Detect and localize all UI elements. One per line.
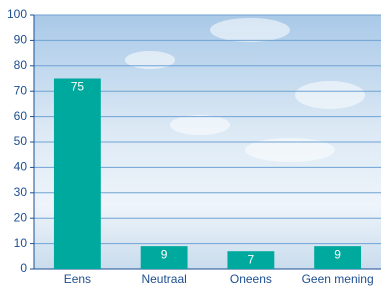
value-label: 9 <box>334 247 341 261</box>
y-tick-label: 80 <box>14 58 28 72</box>
value-label: 7 <box>248 252 255 266</box>
value-label: 9 <box>161 247 168 261</box>
x-tick-label: Eens <box>64 272 91 286</box>
page: {"chart_data": {"type": "bar", "categori… <box>0 0 381 286</box>
y-tick-label: 100 <box>7 7 27 21</box>
y-tick-label: 0 <box>20 261 27 275</box>
x-tick-label: Oneens <box>230 272 272 286</box>
y-tick-label: 10 <box>14 236 28 250</box>
value-label: 75 <box>71 80 85 94</box>
y-tick-label: 20 <box>14 210 28 224</box>
y-tick-label: 60 <box>14 109 28 123</box>
y-tick-label: 30 <box>14 185 28 199</box>
chart: 0 10 20 30 40 50 60 70 80 90 100 Eens 75 Neutraal 9 One… <box>0 0 381 286</box>
y-tick-label: 90 <box>14 33 28 47</box>
bar <box>54 79 101 270</box>
x-tick-label: Geen mening <box>302 272 374 286</box>
y-tick-label: 50 <box>14 134 28 148</box>
x-tick-label: Neutraal <box>141 272 186 286</box>
y-tick-label: 40 <box>14 160 28 174</box>
y-tick-label: 70 <box>14 83 28 97</box>
